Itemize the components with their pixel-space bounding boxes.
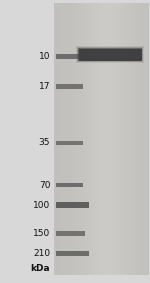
Bar [141,3,142,275]
Bar [144,3,145,275]
Bar [100,3,101,275]
Bar [128,3,130,275]
Text: 100: 100 [33,201,50,210]
Bar [56,84,83,89]
Text: 150: 150 [33,229,50,238]
Bar [116,3,117,275]
Bar [78,3,79,275]
Bar [95,3,97,275]
Bar [93,3,95,275]
Bar [87,3,89,275]
Bar [81,3,82,275]
Bar [130,3,131,275]
Text: 210: 210 [33,249,50,258]
Text: 10: 10 [39,52,50,61]
Bar [76,46,144,63]
Bar [85,3,87,275]
Bar [60,3,62,275]
Bar [82,3,84,275]
Bar [59,3,60,275]
Bar [70,3,71,275]
Bar [125,3,126,275]
Bar [74,3,76,275]
Bar [111,3,112,275]
Bar [106,3,108,275]
Bar [131,3,133,275]
Bar [142,3,144,275]
Bar [63,3,65,275]
Bar [56,231,85,235]
Bar [145,3,147,275]
Bar [92,3,93,275]
Bar [139,3,141,275]
Bar [56,251,89,256]
Bar [137,3,139,275]
Bar [89,3,90,275]
Bar [104,3,106,275]
Bar [67,3,68,275]
Bar [68,3,70,275]
Bar [84,3,86,275]
Bar [62,3,63,275]
Bar [120,3,122,275]
Bar [54,3,56,275]
Bar [78,48,142,61]
Bar [98,3,100,275]
Text: kDa: kDa [31,264,50,273]
Bar [103,3,104,275]
Bar [65,3,67,275]
Bar [123,3,125,275]
Bar [147,3,148,275]
Bar [56,54,83,59]
Bar [117,3,118,275]
Bar [77,47,143,62]
Bar [112,3,114,275]
Bar [90,3,92,275]
Bar [76,3,78,275]
Bar [108,3,109,275]
Bar [134,3,136,275]
Bar [97,3,98,275]
Bar [114,3,116,275]
Bar [56,183,83,188]
Bar [79,49,142,61]
Bar [71,3,73,275]
Bar [56,141,83,145]
Bar [136,3,137,275]
Bar [56,202,89,208]
Bar [79,3,81,275]
Bar [57,3,59,275]
Bar [119,3,120,275]
Bar [56,3,57,275]
Bar [109,3,111,275]
Text: 35: 35 [39,138,50,147]
Bar [126,3,128,275]
Bar [73,3,74,275]
Bar [122,3,123,275]
Bar [101,3,103,275]
Text: 70: 70 [39,181,50,190]
Bar [133,3,134,275]
Text: 17: 17 [39,82,50,91]
